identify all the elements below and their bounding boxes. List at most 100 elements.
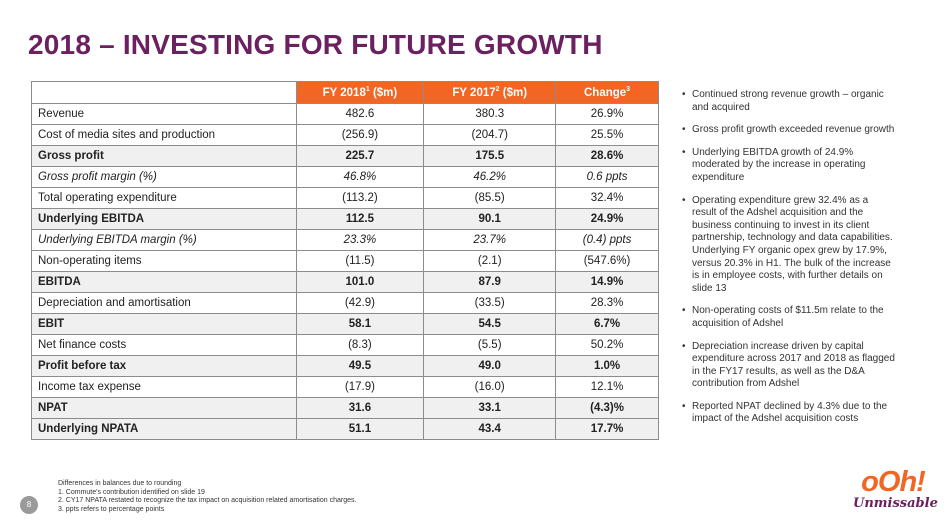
change-value: 14.9%	[555, 271, 659, 293]
table-row: Total operating expenditure (113.2) (85.5)…	[31, 187, 659, 209]
change-value: 0.6 ppts	[555, 166, 659, 188]
commentary-bullets: • Continued strong revenue growth – organ…	[680, 89, 895, 436]
footnote-2: 2. CY17 NPATA restated to recognize the …	[58, 497, 357, 505]
fy2018-value: 101.0	[295, 271, 425, 293]
row-label: Revenue	[31, 103, 297, 125]
change-value: 17.7%	[555, 418, 659, 440]
footnotes: Differences in balances due to rounding …	[58, 480, 356, 514]
change-value: (4.3)%	[555, 397, 659, 419]
fy2018-value: 225.7	[295, 145, 425, 167]
fy2017-value: (204.7)	[423, 124, 557, 146]
logo-tagline: Unmissable	[853, 496, 938, 511]
bullet-text: Continued strong revenue growth – organi…	[692, 89, 884, 113]
row-label: Underlying EBITDA margin (%)	[31, 229, 297, 251]
bullet-text: Underlying EBITDA growth of 24.9% modera…	[692, 146, 866, 183]
table-row: Non-operating items (11.5) (2.1) (547.6%)	[31, 250, 659, 272]
fy2018-value: 49.5	[295, 355, 425, 377]
footnote-1: 1. Commute's contribution identified on …	[58, 488, 205, 496]
fy2017-value: (85.5)	[423, 187, 557, 209]
fy2017-value: 54.5	[423, 313, 557, 335]
fy2017-value: 90.1	[423, 208, 557, 230]
bullet-item: • Gross profit growth exceeded revenue gr…	[680, 124, 895, 137]
fy2018-value: 23.3%	[295, 229, 425, 251]
bullet-dot-icon: •	[682, 340, 686, 352]
row-label: Depreciation and amortisation	[31, 292, 297, 314]
row-label: Net finance costs	[31, 334, 297, 356]
table-row: Depreciation and amortisation (42.9) (33.5…	[31, 292, 659, 314]
change-value: 12.1%	[555, 376, 659, 398]
header-change: Change3	[555, 81, 659, 104]
logo-mark: oOh!	[861, 466, 926, 498]
fy2018-value: 46.8%	[295, 166, 425, 188]
bullet-text: Reported NPAT declined by 4.3% due to th…	[692, 400, 888, 425]
row-label: EBIT	[31, 313, 297, 335]
bullet-text: Non-operating costs of $11.5m relate to …	[692, 305, 884, 329]
row-label: Underlying EBITDA	[31, 208, 297, 230]
row-label: Income tax expense	[31, 376, 297, 398]
table-row: EBIT 58.1 54.5 6.7%	[31, 313, 659, 335]
change-value: 26.9%	[555, 103, 659, 125]
bullet-item: • Underlying EBITDA growth of 24.9% moder…	[680, 147, 895, 185]
fy2018-value: 51.1	[295, 418, 425, 440]
row-label: EBITDA	[31, 271, 297, 293]
change-value: 25.5%	[555, 124, 659, 146]
header-blank-cell	[31, 81, 297, 104]
change-value: 28.3%	[555, 292, 659, 314]
bullet-item: • Reported NPAT declined by 4.3% due to t…	[680, 401, 895, 426]
table-row: Underlying NPATA 51.1 43.4 17.7%	[31, 418, 659, 440]
table-row: Gross profit margin (%) 46.8% 46.2% 0.6 ppt…	[31, 166, 659, 188]
bullet-item: • Depreciation increase driven by capital…	[680, 341, 895, 391]
financial-table: FY 20181 ($m) FY 20172 ($m) Change3 Reve…	[31, 81, 659, 440]
table-row: EBITDA 101.0 87.9 14.9%	[31, 271, 659, 293]
table-row: Profit before tax 49.5 49.0 1.0%	[31, 355, 659, 377]
change-value: (547.6%)	[555, 250, 659, 272]
table-row: Cost of media sites and production (256.9…	[31, 124, 659, 146]
table-row: Underlying EBITDA margin (%) 23.3% 23.7% (0…	[31, 229, 659, 251]
slide-title: 2018 – INVESTING FOR FUTURE GROWTH	[28, 29, 603, 60]
row-label: Underlying NPATA	[31, 418, 297, 440]
table-header-row: FY 20181 ($m) FY 20172 ($m) Change3	[31, 81, 659, 104]
header-fy2017: FY 20172 ($m)	[423, 81, 557, 104]
footnote-rounding: Differences in balances due to rounding	[58, 480, 182, 487]
bullet-dot-icon: •	[682, 194, 686, 206]
bullet-text: Depreciation increase driven by capital …	[692, 340, 895, 390]
fy2017-value: (33.5)	[423, 292, 557, 314]
table-row: Underlying EBITDA 112.5 90.1 24.9%	[31, 208, 659, 230]
fy2018-value: 31.6	[295, 397, 425, 419]
bullet-dot-icon: •	[682, 400, 686, 412]
ooh-logo: oOh! Unmissable	[853, 466, 938, 519]
bullet-dot-icon: •	[682, 146, 686, 158]
bullet-dot-icon: •	[682, 305, 686, 317]
fy2017-value: 175.5	[423, 145, 557, 167]
fy2018-value: (17.9)	[295, 376, 425, 398]
fy2017-value: 49.0	[423, 355, 557, 377]
change-value: 1.0%	[555, 355, 659, 377]
row-label: Gross profit margin (%)	[31, 166, 297, 188]
change-value: 6.7%	[555, 313, 659, 335]
table-row: Income tax expense (17.9) (16.0) 12.1%	[31, 376, 659, 398]
fy2017-value: 380.3	[423, 103, 557, 125]
change-value: 50.2%	[555, 334, 659, 356]
fy2018-value: 58.1	[295, 313, 425, 335]
bullet-item: • Operating expenditure grew 32.4% as a r…	[680, 195, 895, 296]
bullet-text: Gross profit growth exceeded revenue gro…	[692, 124, 895, 136]
table-row: Revenue 482.6 380.3 26.9%	[31, 103, 659, 125]
fy2018-value: 112.5	[295, 208, 425, 230]
fy2017-value: 23.7%	[423, 229, 557, 251]
change-value: (0.4) ppts	[555, 229, 659, 251]
table-row: Gross profit 225.7 175.5 28.6%	[31, 145, 659, 167]
footnote-3: 3. ppts refers to percentage points	[58, 505, 165, 513]
bullet-item: • Non-operating costs of $11.5m relate to…	[680, 305, 895, 330]
row-label: NPAT	[31, 397, 297, 419]
fy2017-value: 33.1	[423, 397, 557, 419]
row-label: Cost of media sites and production	[31, 124, 297, 146]
fy2018-value: (8.3)	[295, 334, 425, 356]
change-value: 32.4%	[555, 187, 659, 209]
bullet-dot-icon: •	[682, 89, 686, 100]
fy2018-value: 482.6	[295, 103, 425, 125]
page-number: 8	[20, 496, 38, 514]
change-value: 24.9%	[555, 208, 659, 230]
fy2017-value: 87.9	[423, 271, 557, 293]
bullet-text: Operating expenditure grew 32.4% as a re…	[692, 194, 893, 294]
table-row: Net finance costs (8.3) (5.5) 50.2%	[31, 334, 659, 356]
